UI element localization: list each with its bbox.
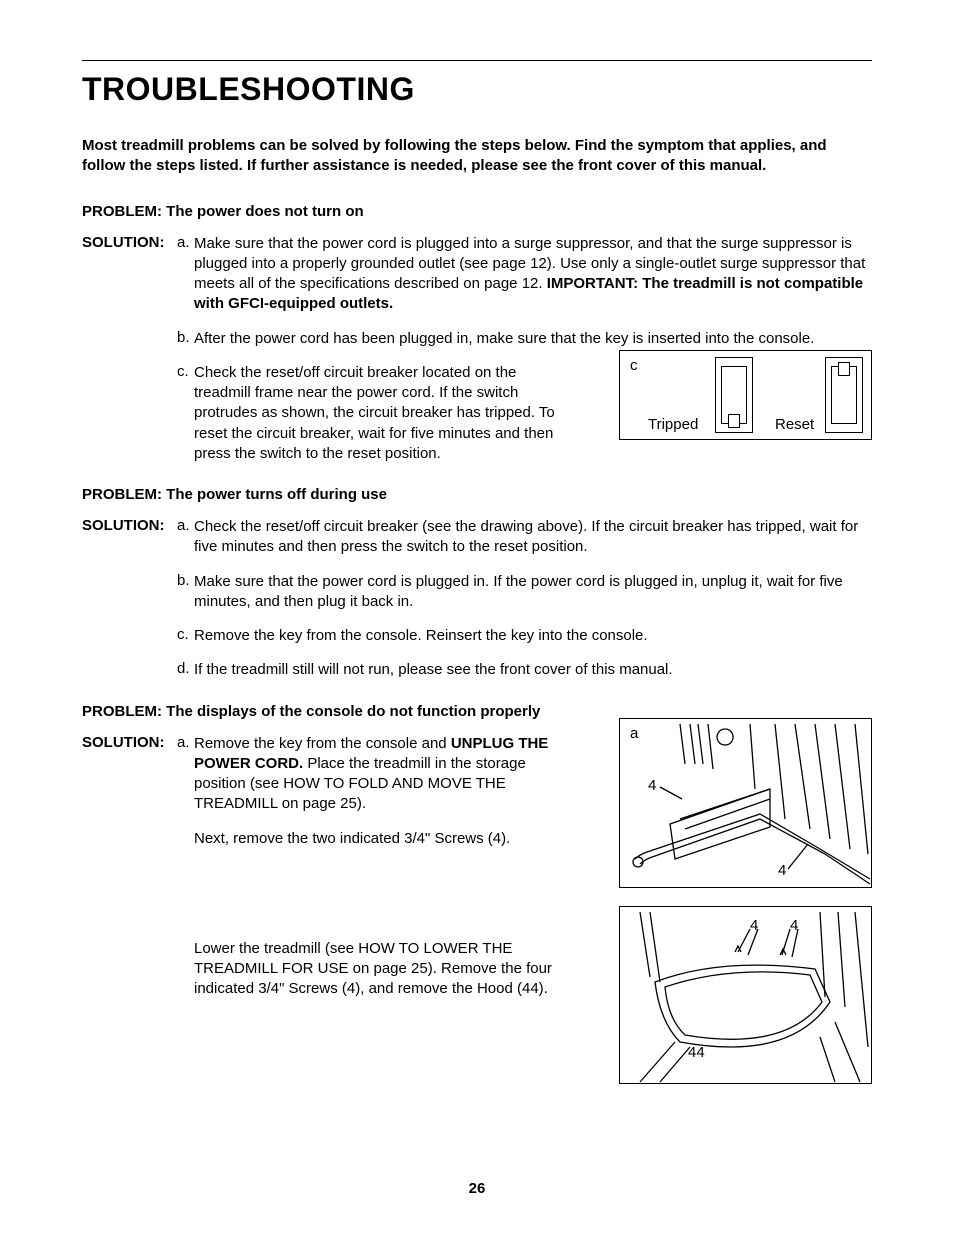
problem-1-title: PROBLEM: The power does not turn on	[82, 203, 872, 220]
item-letter: a.	[177, 517, 194, 558]
page-title: TROUBLESHOOTING	[82, 71, 872, 108]
callout-label: 44	[688, 1044, 705, 1061]
text-segment: Remove the key from the console and	[194, 735, 451, 752]
spacer	[82, 572, 177, 613]
spacer	[82, 363, 177, 464]
item-letter: a.	[177, 234, 194, 315]
solution-label: SOLUTION:	[82, 517, 177, 558]
item-letter: a.	[177, 734, 194, 815]
solution-text: Check the reset/off circuit breaker (see…	[194, 517, 872, 558]
spacer	[82, 829, 177, 849]
switch-reset-icon	[825, 357, 863, 433]
switch-tripped-icon	[715, 357, 753, 433]
figure-b: 4 4 44	[619, 906, 872, 1084]
solution-text: Remove the key from the console and UNPL…	[194, 734, 574, 815]
item-letter: c.	[177, 363, 194, 464]
solution-1a-row: SOLUTION: a. Make sure that the power co…	[82, 234, 872, 315]
spacer	[177, 939, 194, 1000]
intro-text: Most treadmill problems can be solved by…	[82, 136, 872, 177]
spacer	[82, 939, 177, 1000]
spacer	[82, 329, 177, 349]
problem-2-title: PROBLEM: The power turns off during use	[82, 486, 872, 503]
item-letter: b.	[177, 329, 194, 349]
solution-2b-row: b. Make sure that the power cord is plug…	[82, 572, 872, 613]
solution-2a-row: SOLUTION: a. Check the reset/off circuit…	[82, 517, 872, 558]
switch-nub	[838, 362, 850, 376]
figure-a: a 4 4	[619, 718, 872, 888]
figure-label: Reset	[775, 416, 814, 433]
divider	[82, 60, 872, 61]
item-letter: d.	[177, 660, 194, 680]
hood-diagram-icon	[620, 907, 872, 1084]
spacer	[82, 660, 177, 680]
solution-text: Next, remove the two indicated 3/4" Scre…	[194, 829, 574, 849]
callout-label: 4	[648, 777, 656, 794]
manual-page: TROUBLESHOOTING Most treadmill problems …	[0, 0, 954, 1235]
solution-text: After the power cord has been plugged in…	[194, 329, 872, 349]
solution-text: Make sure that the power cord is plugged…	[194, 572, 872, 613]
solution-text: Remove the key from the console. Reinser…	[194, 626, 872, 646]
solution-1b-row: b. After the power cord has been plugged…	[82, 329, 872, 349]
solution-text: Make sure that the power cord is plugged…	[194, 234, 872, 315]
solution-label: SOLUTION:	[82, 734, 177, 815]
solution-text: Lower the treadmill (see HOW TO LOWER TH…	[194, 939, 574, 1000]
item-letter: c.	[177, 626, 194, 646]
solution-2c-row: c. Remove the key from the console. Rein…	[82, 626, 872, 646]
callout-label: 4	[790, 917, 798, 934]
callout-label: 4	[778, 862, 786, 879]
solution-text: If the treadmill still will not run, ple…	[194, 660, 872, 680]
spacer	[82, 626, 177, 646]
figure-corner-label: c	[630, 357, 638, 374]
treadmill-diagram-icon	[620, 719, 872, 888]
figure-corner-label: a	[630, 725, 638, 742]
spacer	[177, 829, 194, 849]
callout-label: 4	[750, 917, 758, 934]
page-number: 26	[0, 1180, 954, 1197]
switch-nub	[728, 414, 740, 428]
figure-c: c Tripped Reset	[619, 350, 872, 440]
solution-2d-row: d. If the treadmill still will not run, …	[82, 660, 872, 680]
problem-3-title: PROBLEM: The displays of the console do …	[82, 703, 872, 720]
item-letter: b.	[177, 572, 194, 613]
solution-label: SOLUTION:	[82, 234, 177, 315]
figure-label: Tripped	[648, 416, 698, 433]
solution-text: Check the reset/off circuit breaker loca…	[194, 363, 574, 464]
